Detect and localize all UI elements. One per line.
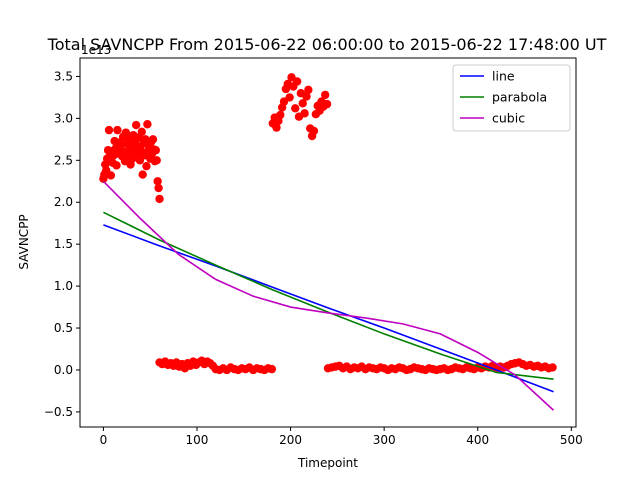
x-tick-label: 200	[279, 433, 302, 447]
y-tick-label: 2.5	[54, 153, 73, 167]
scatter-point	[291, 104, 300, 113]
scatter-point	[153, 177, 162, 186]
x-tick-label: 100	[186, 433, 209, 447]
y-tick-label: 3.5	[54, 69, 73, 83]
y-axis-label: SAVNCPP	[17, 214, 31, 269]
y-tick-label: 3.0	[54, 111, 73, 125]
y-tick-label: 1.0	[54, 279, 73, 293]
scatter-point	[137, 127, 146, 136]
scatter-point	[104, 125, 114, 135]
scatter-point	[112, 161, 121, 170]
chart-title: Total SAVNCPP From 2015-06-22 06:00:00 t…	[47, 35, 607, 54]
legend-label-cubic: cubic	[492, 111, 525, 126]
scatter-point	[272, 123, 281, 132]
scatter-point	[302, 92, 311, 101]
y-axis: −0.5 0.0 0.5 1.0 1.5 2.0 2.5 3.0 3.5	[44, 69, 80, 419]
scatter-point	[298, 99, 307, 108]
y-axis-offset-label: 1e13	[81, 43, 111, 57]
scatter-point	[322, 99, 332, 109]
x-tick-label: 0	[100, 433, 108, 447]
x-tick-label: 500	[560, 433, 583, 447]
series-line-cubic	[102, 180, 555, 411]
scatter-point	[320, 90, 330, 100]
legend-label-parabola: parabola	[492, 90, 547, 105]
y-tick-label: 0.5	[54, 321, 73, 335]
legend: line parabola cubic	[452, 64, 571, 132]
scatter-point	[154, 183, 163, 193]
scatter-point	[151, 146, 160, 155]
scatter-point	[292, 77, 302, 86]
y-tick-label: 2.0	[54, 195, 73, 209]
legend-label-line: line	[492, 69, 515, 84]
scatter-point	[113, 125, 122, 135]
x-tick-label: 300	[373, 433, 396, 447]
y-tick-label: 1.5	[54, 237, 73, 251]
scatter-point	[300, 109, 309, 118]
series-line-parabola	[103, 211, 554, 380]
scatter-point	[285, 93, 294, 102]
legend-items: line parabola cubic	[460, 69, 547, 126]
scatter-point	[152, 156, 161, 165]
plot-frame	[79, 57, 577, 428]
y-tick-label: 0.0	[54, 363, 73, 377]
y-tick-label: −0.5	[44, 405, 73, 419]
series-line-line	[103, 224, 554, 393]
scatter-layer	[99, 73, 557, 375]
scatter-point	[548, 363, 557, 372]
x-axis-label: Timepoint	[297, 456, 358, 470]
scatter-point	[131, 120, 141, 130]
scatter-point	[309, 126, 319, 136]
x-tick-label: 400	[466, 433, 489, 447]
scatter-point	[155, 194, 164, 204]
scatter-point	[304, 85, 313, 95]
scatter-point	[106, 171, 116, 180]
scatter-point	[143, 120, 152, 129]
legend-box	[452, 64, 571, 132]
scatter-point	[267, 364, 277, 374]
series-layer	[102, 180, 555, 411]
scatter-point	[142, 161, 151, 171]
scatter-point	[276, 110, 285, 120]
scatter-point	[138, 170, 147, 179]
x-axis: 0 100 200 300 400 500	[100, 427, 583, 447]
scatter-point	[148, 135, 158, 144]
